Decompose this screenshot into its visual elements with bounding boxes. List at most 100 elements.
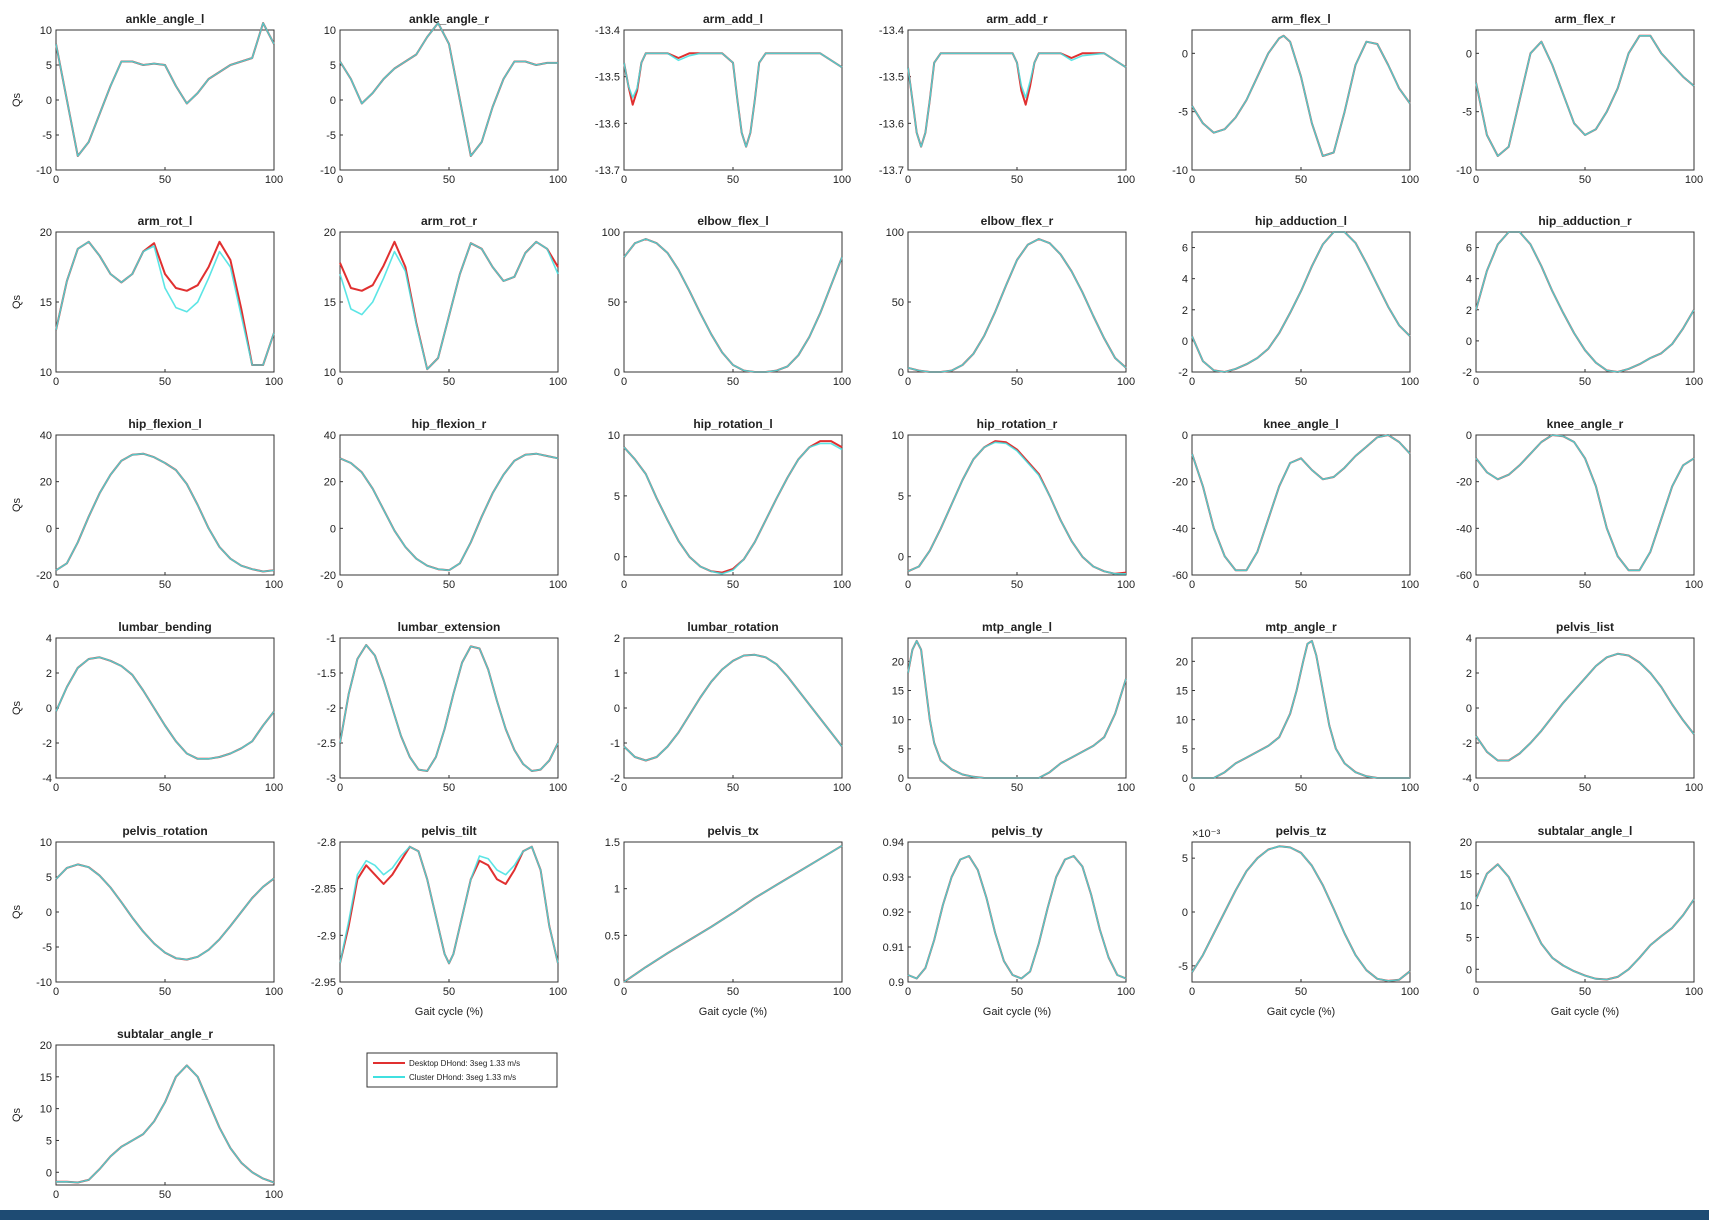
x-tick-label: 50 — [727, 579, 739, 591]
y-tick-label: 0 — [46, 907, 52, 919]
y-tick-label: -2 — [42, 738, 52, 750]
subplot-title: ankle_angle_r — [409, 12, 489, 26]
y-tick-label: 0 — [46, 703, 52, 715]
subplot-title: elbow_flex_l — [697, 214, 768, 228]
x-tick-label: 50 — [1011, 376, 1023, 388]
x-axis-label: Gait cycle (%) — [1551, 1006, 1619, 1018]
subplot: pelvis_tx 0 50 100 1.5 1 0.5 0 Gait cycle (%) — [605, 824, 851, 1018]
subplot-title: lumbar_bending — [118, 620, 211, 634]
axes-frame — [907, 434, 1127, 576]
subplot-title: hip_adduction_l — [1255, 214, 1347, 228]
x-tick-label: 50 — [159, 782, 171, 794]
series-line-cluster — [623, 653, 843, 762]
y-tick-label: -2.5 — [317, 738, 336, 750]
x-tick-label: 50 — [443, 174, 455, 186]
x-axis-label: Gait cycle (%) — [131, 1209, 199, 1210]
y-tick-label: 40 — [40, 430, 52, 442]
subplot: arm_flex_r 0 50 100 0 -5 -10 — [1456, 12, 1703, 186]
x-tick-label: 50 — [727, 782, 739, 794]
axes-frame — [1191, 29, 1411, 171]
subplot: arm_rot_r 0 50 100 20 15 10 — [324, 214, 567, 388]
x-tick-label: 100 — [549, 174, 567, 186]
series-line-desktop — [1475, 434, 1695, 572]
x-tick-label: 0 — [621, 174, 627, 186]
y-tick-label: -10 — [36, 165, 52, 177]
subplot-title: lumbar_rotation — [687, 620, 778, 634]
y-tick-label: 0 — [614, 367, 620, 379]
subplot: pelvis_list 0 50 100 4 2 0 -2 -4 — [1462, 620, 1703, 794]
y-tick-label: 0 — [614, 552, 620, 564]
x-tick-label: 0 — [53, 1189, 59, 1201]
y-tick-label: 10 — [40, 1104, 52, 1116]
y-tick-label: 0 — [898, 552, 904, 564]
y-tick-label: 4 — [1182, 274, 1188, 286]
x-tick-label: 0 — [1473, 782, 1479, 794]
y-tick-label: 5 — [898, 744, 904, 756]
y-tick-label: 10 — [40, 837, 52, 849]
series-line-desktop — [907, 639, 1127, 779]
series-line-cluster — [623, 845, 843, 983]
x-tick-label: 0 — [1473, 376, 1479, 388]
y-tick-label: -13.4 — [879, 25, 904, 37]
axes-frame — [907, 637, 1127, 779]
legend: Desktop DHond: 3seg 1.33 m/s Cluster DHo… — [366, 1052, 558, 1088]
y-tick-label: -5 — [42, 130, 52, 142]
x-tick-label: 100 — [833, 986, 851, 998]
y-tick-label: 20 — [40, 1040, 52, 1052]
legend-label-cluster: Cluster DHond: 3seg 1.33 m/s — [409, 1073, 516, 1082]
y-tick-label: 10 — [1460, 901, 1472, 913]
y-tick-label: 0 — [1466, 48, 1472, 60]
series-line-desktop — [1475, 652, 1695, 762]
y-axis-label: Qs — [11, 497, 23, 512]
axes-frame — [623, 434, 843, 576]
y-tick-label: -20 — [1172, 477, 1188, 489]
x-tick-label: 100 — [1117, 579, 1135, 591]
subplot-title: hip_flexion_r — [412, 417, 487, 431]
x-tick-label: 100 — [1401, 174, 1419, 186]
series-line-desktop — [623, 440, 843, 574]
subplot-title: pelvis_tilt — [421, 824, 476, 838]
y-tick-label: 20 — [324, 227, 336, 239]
series-line-cluster — [907, 52, 1127, 148]
subplot-title: pelvis_rotation — [122, 824, 207, 838]
subplot: lumbar_bending 0 50 100 4 2 0 -2 -4 Qs — [11, 620, 283, 794]
x-tick-label: 50 — [443, 376, 455, 388]
y-tick-label: -60 — [1172, 570, 1188, 582]
y-tick-label: -5 — [1462, 107, 1472, 119]
y-tick-label: 100 — [886, 227, 904, 239]
series-line-desktop — [339, 240, 559, 371]
y-tick-label: 40 — [324, 430, 336, 442]
subplot: lumbar_extension 0 50 100 -1 -1.5 -2 -2.5 -3 — [317, 620, 567, 794]
series-line-desktop — [56, 1064, 275, 1184]
series-line-desktop — [907, 855, 1127, 980]
y-tick-label: -40 — [1456, 523, 1472, 535]
y-axis-label: Qs — [11, 294, 23, 309]
series-line-cluster — [339, 845, 559, 965]
axes-frame — [1475, 637, 1695, 779]
subplot-title: pelvis_list — [1556, 620, 1614, 634]
y-tick-label: -20 — [36, 570, 52, 582]
series-line-desktop — [907, 440, 1127, 575]
y-tick-label: -13.7 — [879, 165, 904, 177]
y-tick-label: 5 — [1182, 744, 1188, 756]
y-tick-label: 0 — [1466, 703, 1472, 715]
y-tick-label: 5 — [46, 1135, 52, 1147]
x-tick-label: 100 — [1401, 579, 1419, 591]
y-axis-label: Qs — [11, 904, 23, 919]
x-tick-label: 50 — [1579, 376, 1591, 388]
y-tick-label: 50 — [892, 297, 904, 309]
series-line-cluster — [623, 442, 843, 575]
x-tick-label: 0 — [1189, 986, 1195, 998]
subplot: subtalar_angle_r05010020151050QsGait cyc… — [11, 1027, 283, 1210]
x-tick-label: 0 — [1473, 579, 1479, 591]
x-tick-label: 100 — [265, 579, 283, 591]
series-line-desktop — [623, 653, 843, 762]
y-tick-label: 6 — [1466, 243, 1472, 255]
y-tick-label: -13.5 — [595, 72, 620, 84]
subplot-title: hip_flexion_l — [128, 417, 201, 431]
y-tick-label: 10 — [40, 25, 52, 37]
y-tick-label: 2 — [46, 668, 52, 680]
